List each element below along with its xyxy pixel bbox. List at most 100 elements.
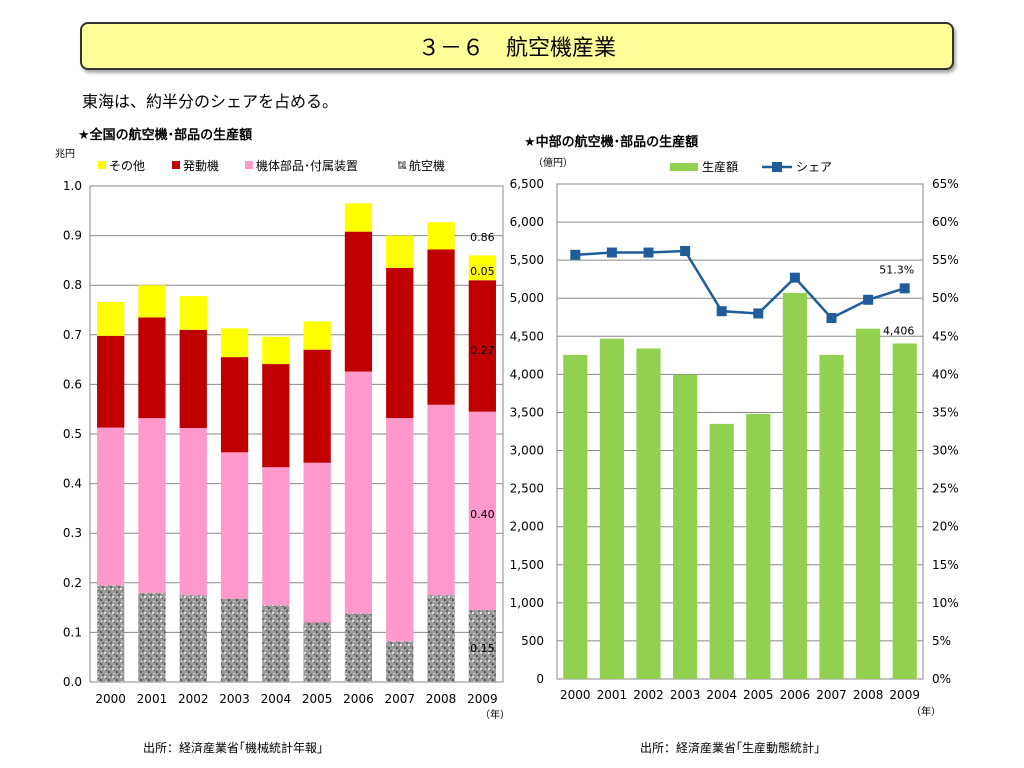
share-marker bbox=[680, 246, 691, 257]
y-tick-label: 2,000 bbox=[510, 520, 544, 534]
bar-segment bbox=[468, 610, 496, 682]
bar-segment bbox=[303, 321, 331, 350]
bar-segment bbox=[179, 595, 207, 682]
x-tick-label: 2005 bbox=[302, 692, 333, 706]
y2-tick-label: 15% bbox=[932, 558, 959, 572]
data-label: 0.27 bbox=[470, 344, 495, 357]
page-title-box: ３－６ 航空機産業 bbox=[80, 22, 954, 70]
share-marker bbox=[789, 272, 800, 283]
x-tick-label: 2008 bbox=[853, 688, 884, 702]
y-tick-label: 3,000 bbox=[510, 444, 544, 458]
legend-swatch bbox=[245, 161, 253, 169]
y-tick-label: 0.3 bbox=[63, 526, 82, 540]
legend-swatch bbox=[398, 161, 406, 169]
bar-segment bbox=[427, 222, 455, 250]
share-marker bbox=[643, 247, 654, 258]
x-unit-label: （年） bbox=[480, 708, 510, 720]
x-tick-label: 2009 bbox=[467, 692, 498, 706]
x-tick-label: 2002 bbox=[633, 688, 664, 702]
bar-segment bbox=[344, 371, 373, 614]
share-marker bbox=[570, 249, 581, 260]
data-label: 0.05 bbox=[470, 265, 495, 278]
x-tick-label: 2000 bbox=[95, 692, 126, 706]
x-tick-label: 2000 bbox=[560, 688, 591, 702]
bar bbox=[636, 348, 661, 679]
y2-tick-label: 25% bbox=[932, 482, 959, 496]
y2-tick-label: 0% bbox=[932, 672, 951, 686]
bar-segment bbox=[344, 231, 373, 372]
x-tick-label: 2009 bbox=[889, 688, 920, 702]
bar-segment bbox=[468, 255, 496, 281]
x-tick-label: 2004 bbox=[261, 692, 292, 706]
x-tick-label: 2005 bbox=[743, 688, 774, 702]
x-tick-label: 2004 bbox=[706, 688, 737, 702]
y-tick-label: 1,500 bbox=[510, 558, 544, 572]
y-tick-label: 2,500 bbox=[510, 482, 544, 496]
share-marker bbox=[606, 247, 617, 258]
y-tick-label: 0.6 bbox=[63, 377, 82, 391]
bar-segment bbox=[303, 462, 331, 623]
data-label: 0.15 bbox=[470, 642, 495, 655]
y-tick-label: 0 bbox=[536, 672, 544, 686]
x-tick-label: 2006 bbox=[780, 688, 811, 702]
share-marker bbox=[863, 294, 874, 305]
y2-tick-label: 50% bbox=[932, 291, 959, 305]
bar bbox=[746, 413, 771, 679]
bar-segment bbox=[427, 249, 455, 405]
national-production-chart: 0.0 0.1 0.2 0.3 0.4 0.5 0.6 0.7 0.8 0.9 1.0 兆円 2000 2… bbox=[55, 148, 510, 720]
bar-segment bbox=[97, 302, 125, 336]
left-chart-heading: ★全国の航空機･部品の生産額 bbox=[78, 128, 253, 143]
data-label: 4,406 bbox=[883, 324, 915, 337]
y-tick-label: 1.0 bbox=[63, 179, 82, 193]
x-tick-label: 2001 bbox=[137, 692, 168, 706]
legend-swatch bbox=[172, 161, 180, 169]
bar-segment bbox=[262, 364, 290, 468]
x-tick-label: 2007 bbox=[384, 692, 415, 706]
y-tick-label: 0.8 bbox=[63, 278, 82, 292]
bar-segment bbox=[427, 595, 455, 682]
chubu-production-chart: 0 500 1,000 1,500 2,000 2,500 3,000 3,500 4,000 4… bbox=[510, 156, 959, 718]
bar-segment bbox=[138, 592, 166, 682]
share-marker bbox=[753, 308, 764, 319]
share-marker bbox=[899, 283, 910, 294]
y2-tick-label: 60% bbox=[932, 215, 959, 229]
y-unit-label: 兆円 bbox=[55, 148, 75, 160]
x-unit-label: （年） bbox=[911, 705, 941, 718]
y-tick-label: 1,000 bbox=[510, 596, 544, 610]
y-tick-label: 500 bbox=[521, 634, 544, 648]
x-tick-label: 2003 bbox=[670, 688, 701, 702]
bar-segment bbox=[97, 585, 125, 682]
data-label: 0.40 bbox=[470, 508, 495, 521]
bar-segment bbox=[262, 605, 290, 682]
bar-segment bbox=[97, 335, 125, 428]
y2-tick-label: 40% bbox=[932, 367, 959, 381]
right-source: 出所：経済産業省｢生産動態統計｣ bbox=[640, 741, 821, 755]
bar-segment bbox=[344, 613, 373, 682]
legend-label: 機体部品･付属装置 bbox=[256, 158, 358, 173]
legend-label: 発動機 bbox=[183, 158, 219, 173]
data-label: 51.3% bbox=[879, 263, 914, 276]
bar-segment bbox=[220, 357, 249, 453]
y-tick-label: 0.7 bbox=[63, 328, 82, 342]
y-tick-label: 5,500 bbox=[510, 253, 544, 267]
bar-segment bbox=[386, 267, 414, 419]
legend-swatch bbox=[670, 163, 698, 171]
bar-segment bbox=[468, 280, 496, 412]
y-tick-label: 4,000 bbox=[510, 367, 544, 381]
y-unit-label: （億円） bbox=[533, 156, 573, 169]
legend-label: 航空機 bbox=[409, 158, 445, 173]
bar-segment bbox=[468, 411, 496, 611]
bar-segment bbox=[386, 235, 414, 268]
share-marker bbox=[716, 306, 727, 317]
right-chart-heading: ★中部の航空機･部品の生産額 bbox=[524, 135, 699, 150]
bar-segment bbox=[138, 317, 166, 419]
bar-segment bbox=[262, 467, 290, 606]
bar bbox=[856, 328, 881, 679]
share-line bbox=[575, 249, 906, 320]
bar-segment bbox=[220, 328, 249, 358]
bar-segment bbox=[427, 404, 455, 596]
bar-segment bbox=[344, 203, 373, 232]
y2-tick-label: 5% bbox=[932, 634, 951, 648]
x-tick-label: 2003 bbox=[219, 692, 250, 706]
page-subtitle: 東海は、約半分のシェアを占める。 bbox=[82, 92, 339, 111]
